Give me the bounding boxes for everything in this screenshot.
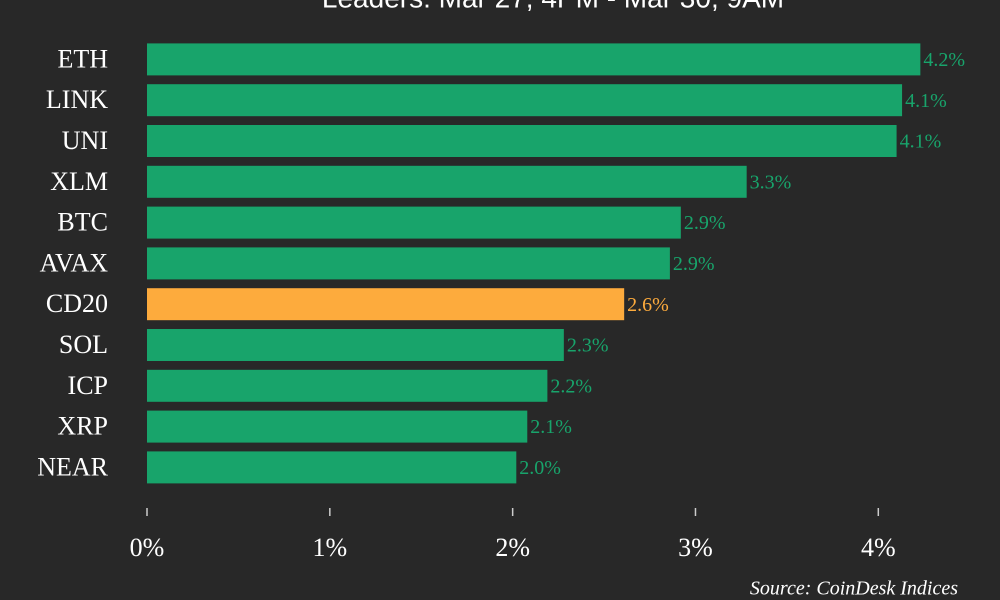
y-tick-label: BTC	[57, 208, 108, 237]
x-tick-label: 0%	[130, 533, 165, 562]
bar	[147, 288, 625, 321]
bar	[147, 451, 517, 484]
value-label: 2.6%	[627, 294, 669, 316]
bar	[147, 125, 897, 157]
value-label: 2.9%	[673, 253, 715, 275]
value-label: 4.2%	[923, 49, 965, 71]
bar	[147, 329, 564, 361]
y-tick-label: AVAX	[40, 248, 109, 277]
chart-title: Leaders: Mar 27, 4PM - Mar 30, 9AM	[322, 0, 784, 13]
bar	[147, 247, 670, 280]
value-label: 4.1%	[900, 131, 942, 153]
value-label: 2.9%	[684, 212, 726, 234]
x-tick-label: 4%	[861, 533, 896, 562]
bar	[147, 410, 528, 443]
x-tick-label: 1%	[312, 533, 347, 562]
x-tick-label: 3%	[678, 533, 713, 562]
y-tick-label: SOL	[59, 330, 108, 359]
value-label: 3.3%	[750, 171, 792, 193]
y-tick-label: XRP	[57, 412, 108, 441]
bar	[147, 369, 548, 402]
bar	[147, 84, 903, 117]
source-note: Source: CoinDesk Indices	[750, 578, 958, 600]
bar	[147, 165, 747, 198]
y-tick-label: ETH	[57, 44, 108, 73]
value-label: 2.2%	[550, 375, 592, 397]
y-tick-label: ICP	[68, 371, 108, 400]
y-tick-label: NEAR	[37, 452, 108, 481]
y-tick-label: LINK	[46, 85, 108, 114]
y-tick-label: XLM	[50, 167, 108, 196]
x-tick-label: 2%	[495, 533, 530, 562]
y-tick-label: UNI	[62, 126, 108, 155]
value-label: 2.0%	[519, 457, 561, 479]
bar	[147, 206, 681, 239]
bar	[147, 43, 921, 76]
value-label: 4.1%	[905, 90, 947, 112]
value-label: 2.3%	[567, 335, 609, 357]
value-label: 2.1%	[530, 416, 572, 438]
y-tick-label: CD20	[46, 289, 108, 318]
